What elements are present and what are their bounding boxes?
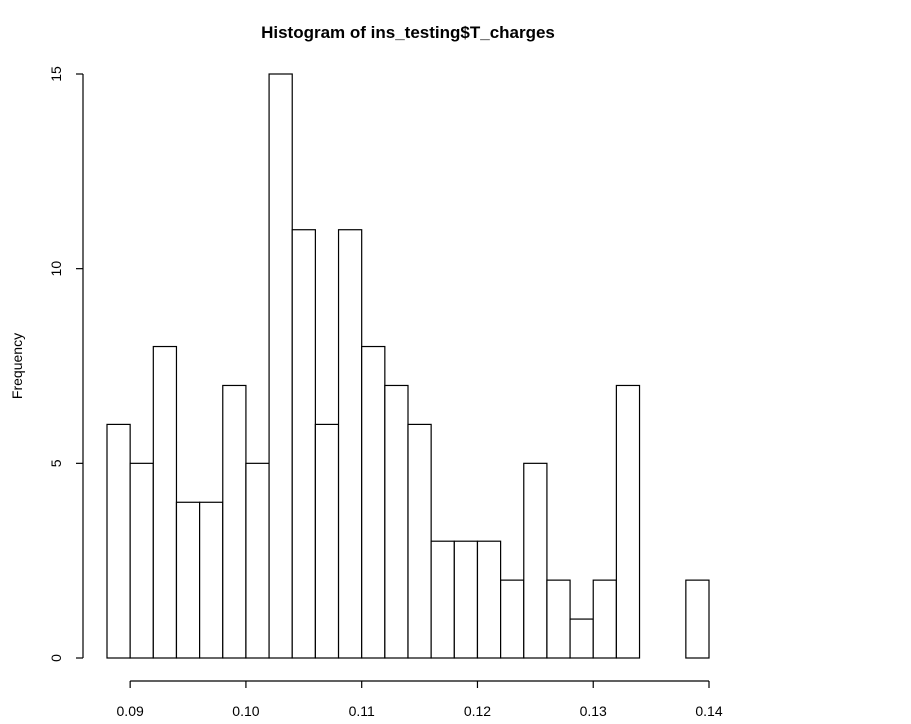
histogram-bar	[222, 384, 247, 659]
histogram-bar	[569, 618, 594, 659]
chart-title: Histogram of ins_testing$T_charges	[261, 23, 555, 42]
x-tick-label: 0.11	[349, 703, 375, 719]
x-tick-label: 0.12	[464, 703, 491, 719]
histogram-bar	[384, 384, 409, 659]
histogram-bar	[129, 462, 154, 659]
histogram-bar	[268, 73, 293, 659]
y-tick-label: 15	[48, 66, 64, 82]
histogram-bar	[500, 579, 525, 659]
y-tick-label: 0	[48, 654, 64, 662]
histogram-bar	[291, 229, 316, 659]
x-axis: 0.09 0.10 0.11 0.12 0.13 0.14	[117, 680, 723, 719]
histogram-bar	[245, 462, 270, 659]
y-axis: 0 5 10 15	[48, 66, 84, 662]
y-axis-label: Frequency	[9, 333, 25, 399]
histogram-bar	[361, 345, 386, 659]
x-tick-label: 0.14	[695, 703, 722, 719]
histogram-bar	[615, 384, 641, 659]
y-tick-label: 10	[48, 261, 64, 277]
x-tick-label: 0.10	[232, 703, 259, 719]
x-tick-label: 0.09	[117, 703, 144, 719]
bars-group	[106, 73, 710, 659]
histogram-bar	[407, 423, 432, 659]
histogram-bar	[199, 501, 224, 659]
histogram-bar	[476, 540, 502, 659]
histogram-bar	[106, 423, 131, 659]
histogram-bar	[592, 579, 617, 659]
x-tick-label: 0.13	[580, 703, 607, 719]
y-tick-label: 5	[48, 459, 64, 467]
histogram-bar	[152, 345, 178, 659]
histogram-bar	[337, 229, 363, 659]
histogram-bar	[453, 540, 479, 659]
histogram-bar	[546, 579, 571, 659]
histogram-bar	[685, 579, 710, 659]
histogram-bar	[430, 540, 455, 659]
histogram-bar	[175, 501, 201, 659]
histogram-bar	[314, 423, 340, 659]
histogram-bar	[523, 462, 548, 659]
